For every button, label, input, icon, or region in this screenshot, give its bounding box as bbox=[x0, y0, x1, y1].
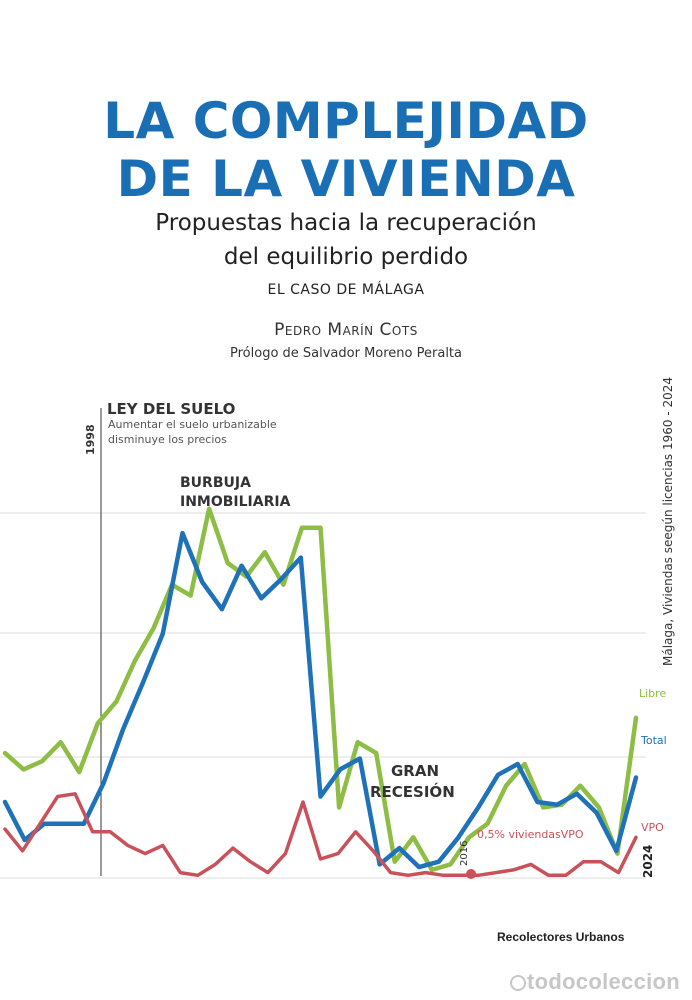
author: Pedro Marín Cots bbox=[274, 320, 418, 340]
watermark-text: todocoleccion bbox=[526, 969, 680, 994]
chart-title-vertical: Málaga, Viviendas seegún licencias 1960 … bbox=[661, 377, 675, 666]
burbuja-label-1: BURBUJA bbox=[180, 475, 251, 491]
series-vpo-line bbox=[3, 792, 638, 878]
watermark-icon bbox=[510, 975, 526, 991]
legend-total: Total bbox=[640, 734, 667, 747]
subtitle-line-1: Propuestas hacia la recuperación bbox=[155, 210, 537, 236]
ley-del-suelo-line1: Aumentar el suelo urbanizable bbox=[108, 418, 277, 431]
prologue-credit: Prólogo de Salvador Moreno Peralta bbox=[230, 346, 462, 361]
burbuja-label-2: INMOBILIARIA bbox=[180, 494, 291, 510]
chart-series bbox=[2, 506, 639, 878]
subtitle-line-2: del equilibrio perdido bbox=[223, 244, 469, 270]
series-libre-line bbox=[2, 506, 639, 873]
year-2024-label: 2024 bbox=[641, 845, 655, 878]
year-1998-label: 1998 bbox=[84, 424, 97, 455]
publisher-name: Recolectores Urbanos bbox=[497, 930, 625, 944]
recesion-label-2: RECESIÓN bbox=[370, 782, 455, 801]
title-line-2: DE LA VIVIENDA bbox=[116, 150, 576, 208]
ley-del-suelo-title: LEY DEL SUELO bbox=[107, 400, 235, 418]
case-subtitle: EL CASO DE MÁLAGA bbox=[267, 282, 425, 298]
title-line-1: LA COMPLEJIDAD bbox=[103, 92, 589, 150]
chart-gridlines bbox=[0, 512, 646, 879]
ley-del-suelo-line2: disminuye los precios bbox=[108, 433, 227, 446]
vpo-percentage-note: 0,5% viviendasVPO bbox=[477, 828, 584, 841]
vpo-2016-marker bbox=[466, 869, 476, 879]
recesion-label-1: GRAN bbox=[391, 762, 439, 780]
legend-libre: Libre bbox=[639, 687, 666, 700]
series-total-line bbox=[2, 530, 639, 870]
watermark-bar: todocoleccion bbox=[0, 965, 692, 1000]
year-2016-label: 2016 bbox=[459, 841, 470, 866]
legend-vpo: VPO bbox=[641, 821, 664, 834]
